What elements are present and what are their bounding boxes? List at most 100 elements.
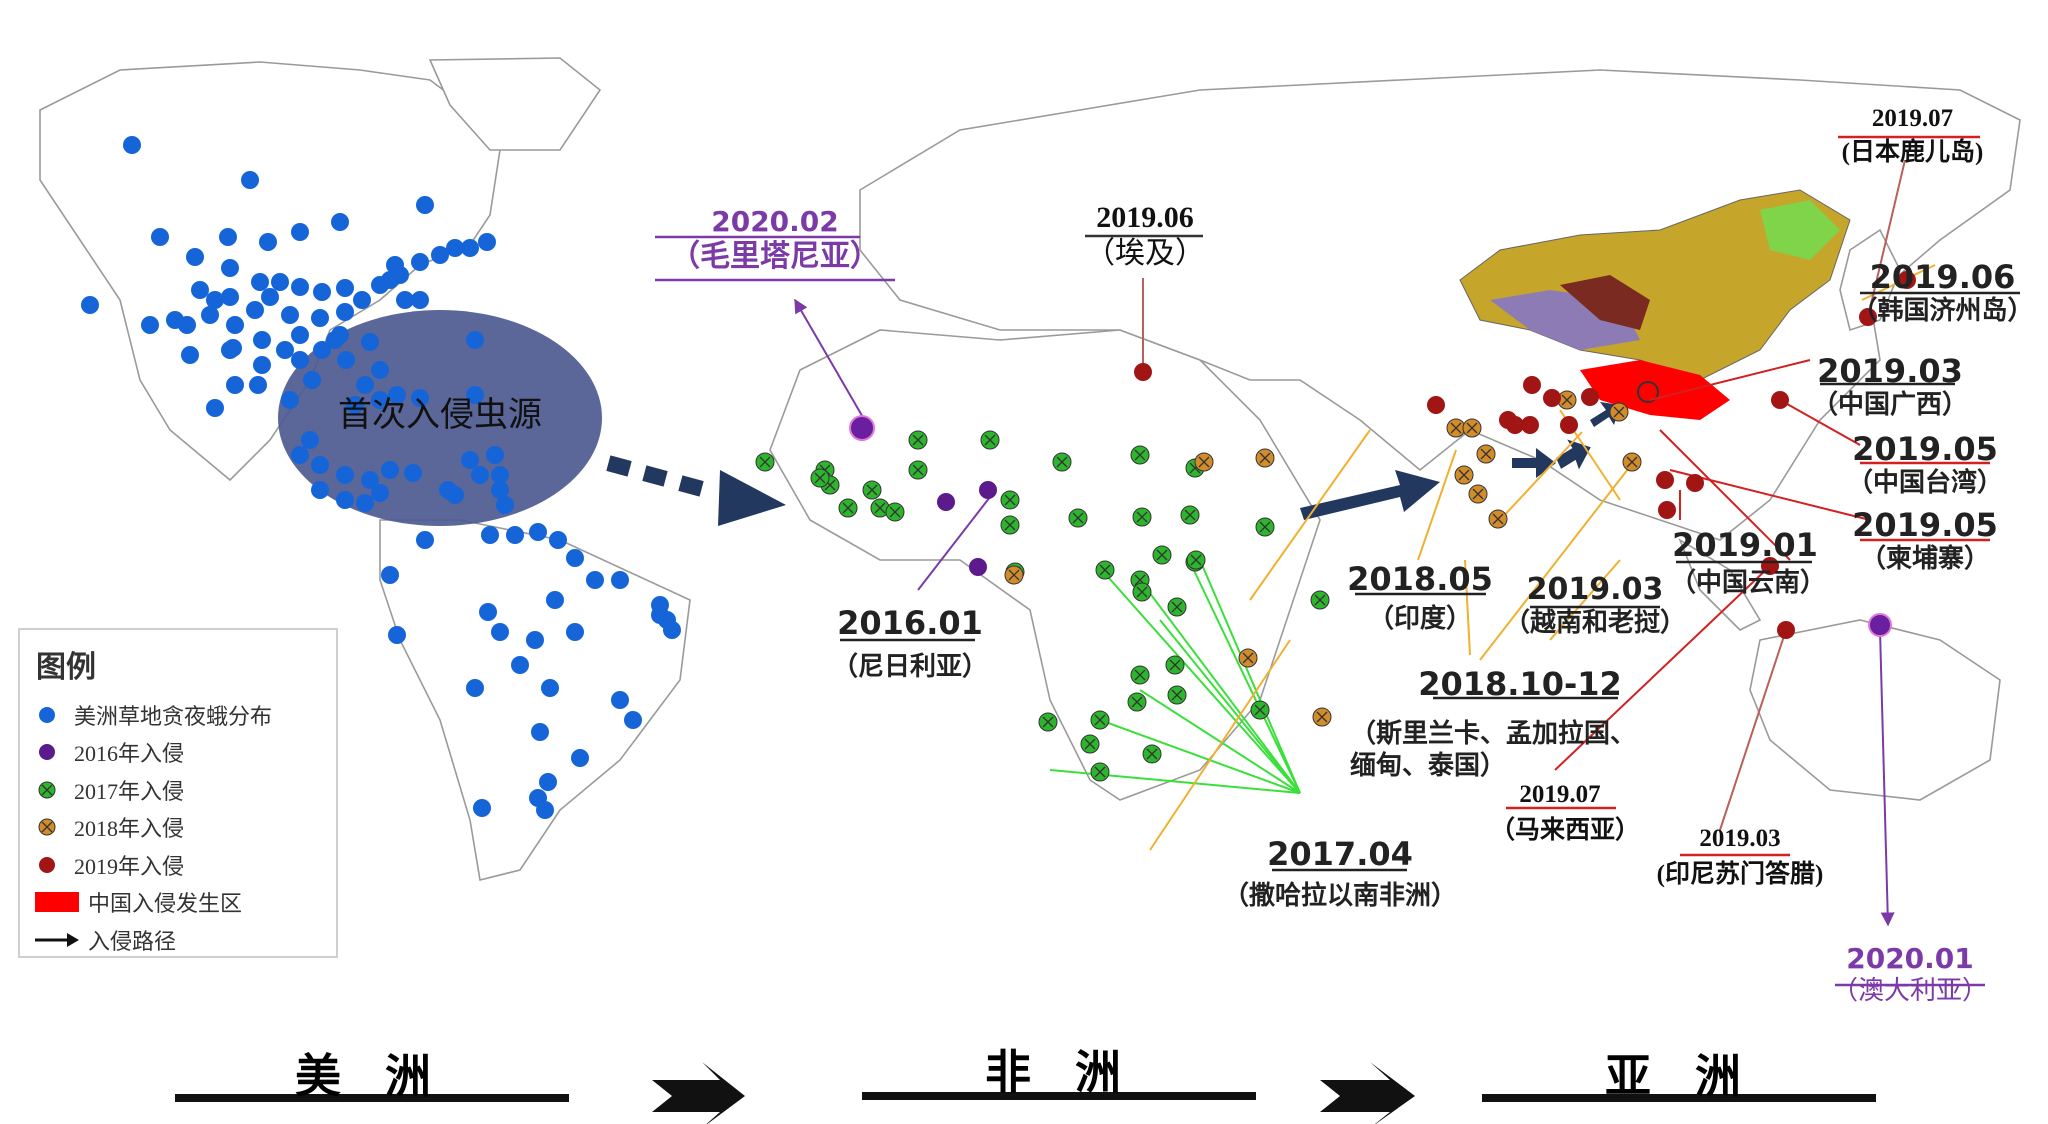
annotation-place: （澳大利亚） xyxy=(1831,975,1988,1006)
annotation-place-line2: 缅甸、泰国） xyxy=(1350,750,1507,781)
point-2019 xyxy=(1859,308,1877,326)
point-2018-cross xyxy=(1492,513,1504,525)
annotation-date: 2016.01 xyxy=(837,604,983,642)
point-2018-cross xyxy=(1242,652,1254,664)
annotation-place: (日本鹿儿岛) xyxy=(1841,139,1984,166)
legend: 图例 美洲草地贪夜蛾分布 2016年入侵 2017年入侵 2018年入侵 201… xyxy=(18,628,338,958)
point-america xyxy=(331,326,349,344)
point-2020-mauritania xyxy=(849,415,875,441)
point-america xyxy=(471,466,489,484)
point-2017-cross xyxy=(1254,704,1266,716)
point-america xyxy=(396,291,414,309)
point-america xyxy=(416,531,434,549)
legend-label: 中国入侵发生区 xyxy=(88,892,243,918)
annotation-place: （柬埔寨） xyxy=(1859,544,1990,575)
point-america xyxy=(219,228,237,246)
annotation-place: （斯里兰卡、孟加拉国、 xyxy=(1350,719,1637,750)
point-2017-cross xyxy=(1094,714,1106,726)
point-america xyxy=(221,259,239,277)
point-2017-cross xyxy=(1190,554,1202,566)
red-dot-icon xyxy=(34,852,60,878)
point-america xyxy=(123,136,141,154)
point-america xyxy=(311,456,329,474)
point-2019 xyxy=(1543,389,1561,407)
annotation-yunnan: 2019.01 （中国云南） xyxy=(1670,526,1826,600)
point-america xyxy=(313,341,331,359)
point-america xyxy=(331,213,349,231)
annotation-place: （马来西亚） xyxy=(1490,817,1641,844)
annotation-date: 2019.05 xyxy=(1852,430,1998,468)
point-america xyxy=(186,248,204,266)
annotation-mauritania: 2020.02 （毛里塔尼亚） xyxy=(655,205,895,275)
land-japan xyxy=(1839,228,1901,332)
point-2019 xyxy=(1427,396,1445,414)
point-america xyxy=(201,306,219,324)
point-2020-australia xyxy=(1868,613,1892,637)
point-america xyxy=(411,389,429,407)
annotation-underlines xyxy=(655,135,2020,987)
annotation-nigeria: 2016.01 （尼日利亚） xyxy=(815,604,1005,684)
point-2019 xyxy=(1771,391,1789,409)
continent-arrow-2 xyxy=(1320,1062,1415,1124)
point-america xyxy=(261,288,279,306)
point-america xyxy=(313,283,331,301)
point-2017-cross xyxy=(1004,519,1016,531)
legend-label: 2017年入侵 xyxy=(74,778,185,804)
point-2019 xyxy=(1658,501,1676,519)
point-america xyxy=(404,464,422,482)
annotation-date: 2019.03 xyxy=(1699,825,1781,852)
annotation-jeju: 2019.06 （韩国济州岛） xyxy=(1850,258,2035,328)
point-america xyxy=(336,303,354,321)
point-america xyxy=(291,326,309,344)
point-america xyxy=(381,271,399,289)
legend-title: 图例 xyxy=(36,650,96,685)
point-america xyxy=(303,371,321,389)
annotation-place: （尼日利亚） xyxy=(831,652,988,683)
point-2017-cross xyxy=(912,464,924,476)
points-layer xyxy=(81,136,1916,819)
point-2017-cross xyxy=(1056,456,1068,468)
point-america xyxy=(411,291,429,309)
land-greenland xyxy=(428,57,602,151)
continent-label-america: 美 洲 xyxy=(294,1049,445,1103)
point-america xyxy=(81,296,99,314)
point-america xyxy=(276,341,294,359)
point-2018-cross xyxy=(1008,569,1020,581)
point-america xyxy=(246,301,264,319)
annotation-date: 2017.04 xyxy=(1267,835,1413,873)
legend-label: 美洲草地贪夜蛾分布 xyxy=(74,704,273,730)
point-america xyxy=(311,481,329,499)
point-america xyxy=(466,331,484,349)
blue-dot-icon xyxy=(34,702,60,728)
point-america xyxy=(311,309,329,327)
point-america xyxy=(431,246,449,264)
annotation-place: （韩国济州岛） xyxy=(1851,296,2034,327)
legend-item-2017: 2017年入侵 xyxy=(34,771,322,809)
point-america xyxy=(301,431,319,449)
point-america xyxy=(291,223,309,241)
point-america xyxy=(624,711,642,729)
point-2019 xyxy=(1656,471,1674,489)
point-2018-cross xyxy=(1613,406,1625,418)
point-america xyxy=(346,396,364,414)
point-america xyxy=(249,376,267,394)
annotation-date: 2019.01 xyxy=(1672,526,1818,564)
point-america xyxy=(466,679,484,697)
point-2017-cross xyxy=(984,434,996,446)
point-2017-cross xyxy=(889,506,901,518)
point-america xyxy=(336,466,354,484)
annotation-date: 2019.07 xyxy=(1519,781,1601,808)
annotation-place: （印度） xyxy=(1367,604,1472,635)
point-america xyxy=(529,523,547,541)
point-america xyxy=(388,626,406,644)
continent-arrow-1 xyxy=(652,1062,745,1124)
point-america xyxy=(478,233,496,251)
point-2019 xyxy=(1521,416,1539,434)
point-america xyxy=(353,291,371,309)
point-2018-cross xyxy=(1466,422,1478,434)
point-america xyxy=(253,331,271,349)
point-america xyxy=(381,566,399,584)
point-2017-cross xyxy=(1131,696,1143,708)
legend-item-2019: 2019年入侵 xyxy=(34,846,322,884)
legend-item-2016: 2016年入侵 xyxy=(34,734,322,772)
